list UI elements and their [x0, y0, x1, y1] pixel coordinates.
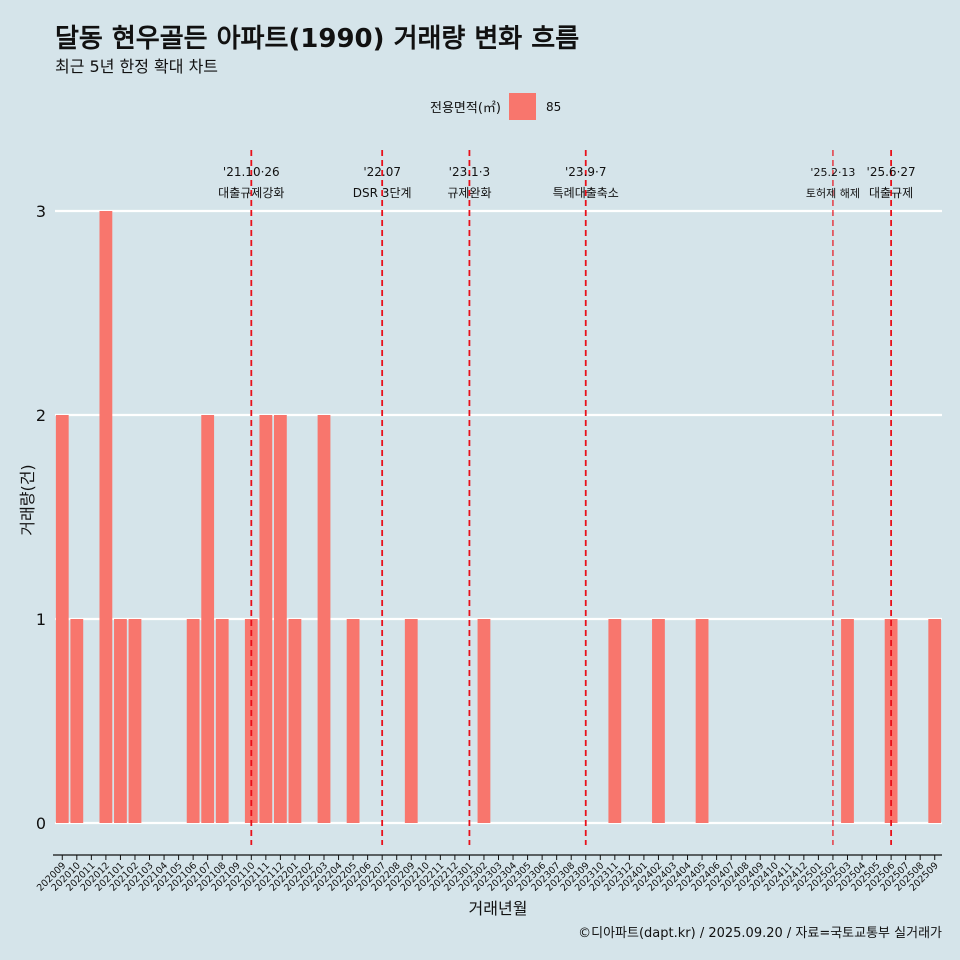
- bar: [114, 619, 127, 823]
- y-tick-label: 2: [36, 406, 46, 425]
- event-date-label: '25.6·27: [867, 165, 916, 179]
- chart-title: 달동 현우골든 아파트(1990) 거래량 변화 흐름: [55, 24, 580, 54]
- bar: [70, 619, 84, 823]
- legend-key-swatch: [508, 93, 536, 120]
- y-tick-label: 3: [36, 202, 46, 221]
- legend-item-label: 85: [545, 99, 562, 114]
- y-tick-label: 1: [36, 610, 46, 629]
- bar: [608, 619, 622, 823]
- event-date-label: '21.10·26: [223, 165, 280, 179]
- event-date-label: '22.07: [363, 165, 401, 179]
- event-date-label: '25.2·13: [810, 166, 855, 179]
- bar: [55, 415, 69, 823]
- bar: [215, 619, 229, 823]
- event-date-label: '23.9·7: [565, 165, 606, 179]
- bar: [695, 619, 709, 823]
- chart-subtitle: 최근 5년 한정 확대 차트: [55, 57, 219, 76]
- legend-title: 전용면적(㎡): [430, 101, 501, 116]
- event-name-label: 토허제 해제: [806, 186, 860, 200]
- bar: [186, 619, 200, 823]
- y-tick-label: 0: [36, 814, 46, 833]
- bar: [477, 619, 491, 823]
- bar: [841, 619, 854, 823]
- event-name-label: 규제완화: [447, 186, 491, 200]
- bar: [317, 415, 331, 823]
- bar: [346, 619, 360, 823]
- legend: 전용면적(㎡) 85: [430, 93, 561, 120]
- bar: [273, 415, 287, 823]
- bar: [128, 619, 142, 823]
- x-axis-title: 거래년월: [469, 899, 528, 918]
- bar: [99, 211, 113, 823]
- bar: [928, 619, 942, 823]
- source-caption: ©디아파트(dapt.kr) / 2025.09.20 / 자료=국토교통부 실…: [578, 926, 942, 941]
- bar: [201, 415, 215, 823]
- event-name-label: 대출규제: [869, 186, 913, 200]
- bar: [404, 619, 418, 823]
- y-axis-title: 거래량(건): [18, 464, 37, 535]
- event-name-label: DSR 3단계: [353, 186, 412, 200]
- event-name-label: 특례대출축소: [553, 186, 619, 200]
- bar: [259, 415, 273, 823]
- event-date-label: '23.1·3: [449, 165, 490, 179]
- bar: [652, 619, 665, 823]
- event-name-label: 대출규제강화: [218, 186, 284, 200]
- bar: [288, 619, 302, 823]
